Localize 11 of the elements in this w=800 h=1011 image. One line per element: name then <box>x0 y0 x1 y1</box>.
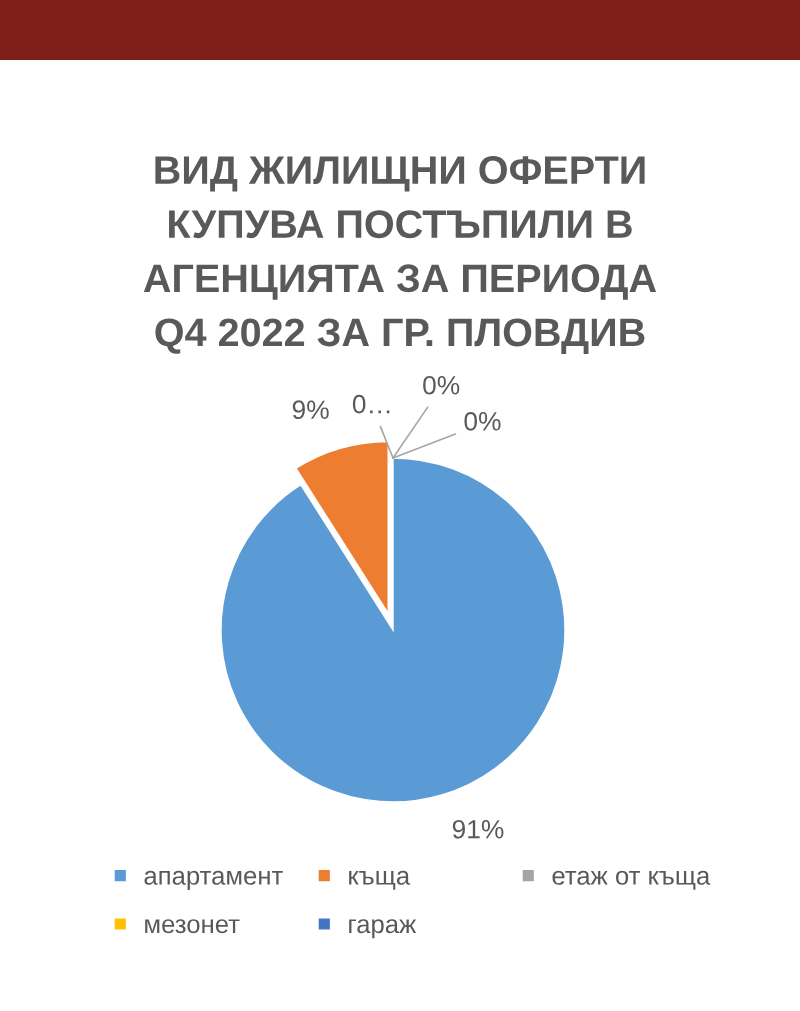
data-label: 91% <box>452 819 504 839</box>
legend-label: мезонет <box>145 919 240 934</box>
legend-label: гараж <box>349 919 417 939</box>
text: 0% <box>464 412 501 431</box>
legend-label: апартамент <box>144 870 283 890</box>
legend-label: къща <box>349 870 411 890</box>
text: 0% <box>423 375 460 395</box>
text: 0… <box>352 394 390 414</box>
legend-label: етаж от къща <box>552 870 711 890</box>
chart-title: ВИД ЖИЛИЩНИ ОФЕРТИ КУПУВА ПОСТЪПИЛИ В АГЕНЦИЯТА ЗА ПЕРИОДА Q4 2022 ЗА ГР. ПЛОВДИВ <box>143 156 657 354</box>
data-label: 9% <box>292 400 329 420</box>
